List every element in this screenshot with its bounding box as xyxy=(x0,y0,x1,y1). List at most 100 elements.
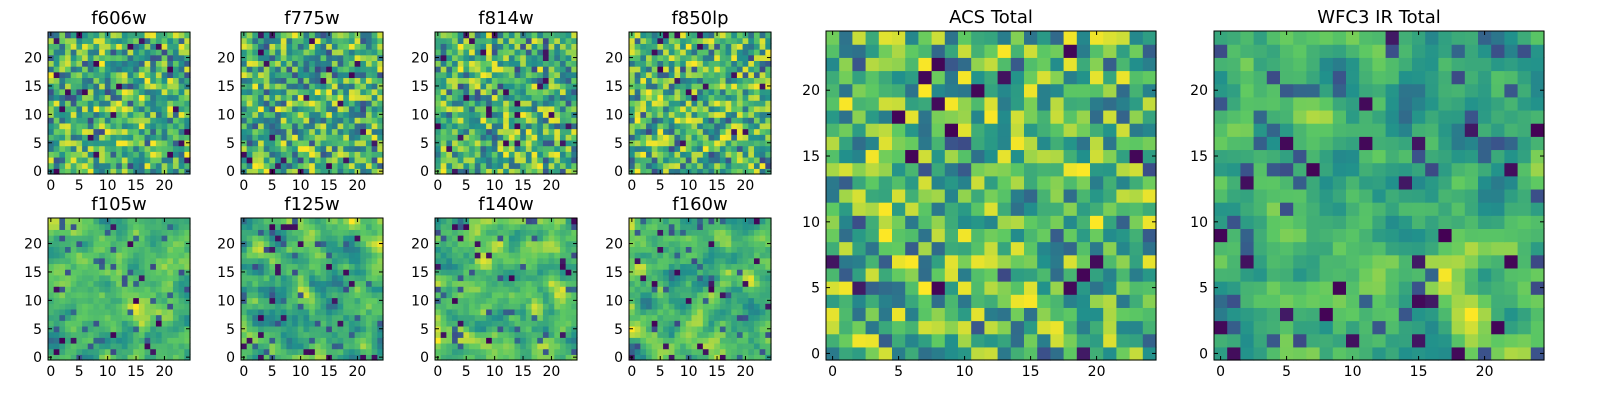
heatmap-cell xyxy=(753,354,761,361)
heatmap-cell xyxy=(565,145,572,152)
heatmap-cell xyxy=(258,54,265,61)
heatmap-cell xyxy=(435,151,442,158)
heatmap-cell xyxy=(480,162,487,169)
heatmap-cell xyxy=(104,66,112,73)
heatmap-cell xyxy=(680,168,687,175)
heatmap-cell xyxy=(343,66,350,73)
heatmap-cell xyxy=(343,43,350,50)
heatmap-cell xyxy=(634,117,641,124)
heatmap-cell xyxy=(469,286,476,293)
heatmap-cell xyxy=(474,235,482,242)
heatmap-cell xyxy=(82,354,89,361)
heatmap-cell xyxy=(559,168,567,175)
heatmap-cell xyxy=(48,337,55,344)
heatmap-cell xyxy=(280,348,288,355)
heatmap-cell xyxy=(463,337,470,344)
heatmap-cell xyxy=(663,128,670,135)
heatmap-cell xyxy=(508,325,516,333)
heatmap-cell xyxy=(377,94,384,101)
heatmap-cell xyxy=(99,252,106,259)
heatmap-cell xyxy=(133,156,140,164)
heatmap-cell xyxy=(110,134,117,141)
heatmap-cell xyxy=(59,325,66,333)
heatmap-cell xyxy=(286,308,293,316)
heatmap-cell xyxy=(309,134,316,141)
heatmap-cell xyxy=(559,308,567,316)
heatmap-cell xyxy=(87,43,95,50)
heatmap-cell xyxy=(320,83,327,90)
heatmap-cell xyxy=(542,168,550,175)
heatmap-cell xyxy=(702,168,710,175)
heatmap-cell xyxy=(469,168,476,175)
heatmap-cell xyxy=(736,280,744,287)
heatmap-cell xyxy=(320,235,327,242)
heatmap-cell xyxy=(172,297,180,304)
heatmap-cell xyxy=(258,218,265,225)
heatmap-cell xyxy=(155,49,163,56)
heatmap-cell xyxy=(275,105,282,113)
heatmap-cell xyxy=(87,235,95,242)
heatmap-cell xyxy=(360,223,367,230)
heatmap-cell xyxy=(246,223,253,230)
heatmap-cell xyxy=(657,71,664,79)
heatmap-cell xyxy=(172,71,180,79)
heatmap-cell xyxy=(571,122,578,130)
heatmap-cell xyxy=(452,60,459,67)
heatmap-cell xyxy=(629,49,636,56)
heatmap-cell xyxy=(87,348,95,355)
heatmap-cell xyxy=(292,252,299,259)
heatmap-cell xyxy=(663,297,670,304)
heatmap-cell xyxy=(565,291,572,299)
heatmap-cell xyxy=(360,297,367,304)
heatmap-cell xyxy=(446,122,453,130)
heatmap-cell xyxy=(446,354,453,361)
heatmap-cell xyxy=(640,66,647,73)
heatmap-cell xyxy=(303,354,310,361)
heatmap-cell xyxy=(178,291,185,299)
heatmap-cell xyxy=(537,331,544,338)
heatmap-cell xyxy=(719,325,727,333)
heatmap-cell xyxy=(292,71,299,79)
heatmap-cell xyxy=(537,156,544,164)
heatmap-cell xyxy=(674,354,681,361)
heatmap-cell xyxy=(640,303,647,310)
heatmap-cell xyxy=(736,105,744,113)
heatmap-cell xyxy=(138,274,146,282)
heatmap-cell xyxy=(59,54,66,61)
heatmap-cell xyxy=(491,331,499,338)
heatmap-cell xyxy=(314,286,322,293)
heatmap-cell xyxy=(155,218,163,225)
heatmap-cell xyxy=(246,128,253,135)
heatmap-cell xyxy=(93,280,100,287)
heatmap-cell xyxy=(377,77,384,84)
heatmap-cell xyxy=(440,308,447,316)
heatmap-cell xyxy=(252,117,259,124)
heatmap-cell xyxy=(697,145,704,152)
heatmap-cell xyxy=(748,325,755,333)
heatmap-cell xyxy=(53,111,60,118)
heatmap-cell xyxy=(685,83,693,90)
heatmap-cell xyxy=(167,314,174,321)
heatmap-cell xyxy=(337,252,344,259)
heatmap-cell xyxy=(691,354,698,361)
heatmap-cell xyxy=(178,257,185,265)
heatmap-cell xyxy=(742,37,749,44)
heatmap-cell xyxy=(554,337,561,344)
heatmap-cell xyxy=(365,156,373,164)
heatmap-cell xyxy=(491,297,499,304)
heatmap-cell xyxy=(542,263,550,270)
heatmap-cell xyxy=(275,280,282,287)
heatmap-cell xyxy=(320,60,327,67)
heatmap-cell xyxy=(138,308,146,316)
heatmap-cell xyxy=(292,66,299,73)
heatmap-cell xyxy=(554,246,561,253)
heatmap-cell xyxy=(542,331,550,338)
heatmap-cell xyxy=(663,77,670,84)
heatmap-cell xyxy=(742,145,749,152)
heatmap-cell xyxy=(53,139,60,147)
heatmap-cell xyxy=(697,88,704,96)
heatmap-cell xyxy=(269,128,276,135)
heatmap-cell xyxy=(110,257,117,265)
heatmap-cell xyxy=(133,111,140,118)
heatmap-cell xyxy=(133,314,140,321)
